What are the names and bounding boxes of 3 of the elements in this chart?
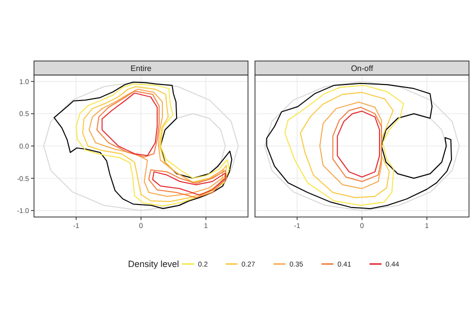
chart-title: On-off <box>350 64 374 73</box>
legend-title: Density level <box>128 259 180 269</box>
chart-title: Entire <box>130 64 152 73</box>
